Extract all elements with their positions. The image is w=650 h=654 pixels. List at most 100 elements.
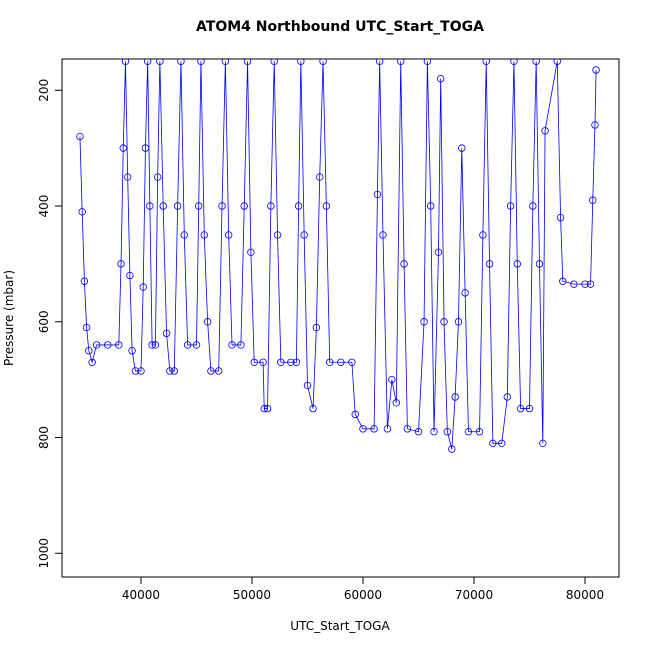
data-point — [427, 202, 435, 210]
data-point — [292, 358, 301, 366]
data-point — [448, 445, 456, 453]
data-point — [156, 59, 164, 66]
data-point — [221, 59, 230, 66]
data-point — [180, 231, 188, 239]
data-point — [589, 196, 597, 204]
data-point — [586, 280, 595, 288]
y-tick-label: 800 — [37, 426, 51, 449]
data-point — [383, 425, 392, 433]
data-point — [237, 341, 245, 349]
data-point — [76, 132, 84, 141]
data-point — [300, 231, 308, 239]
data-point — [153, 173, 162, 181]
data-point — [581, 280, 589, 288]
data-point — [173, 202, 182, 210]
y-tick-label: 400 — [37, 195, 51, 218]
data-point — [270, 59, 278, 66]
x-axis-label: UTC_Start_TOGA — [290, 619, 390, 633]
data-point — [82, 323, 91, 332]
x-tick-label: 40000 — [122, 588, 160, 602]
data-point — [370, 425, 378, 433]
data-point — [294, 202, 303, 210]
data-point — [78, 208, 86, 216]
data-point — [183, 341, 192, 349]
data-point — [482, 59, 490, 66]
plot-area — [76, 59, 600, 453]
data-point — [177, 59, 185, 66]
data-point — [80, 277, 89, 285]
data-point — [570, 280, 578, 288]
data-point — [475, 428, 484, 436]
data-point — [454, 318, 463, 326]
plot-box — [61, 58, 620, 578]
data-point — [535, 260, 544, 268]
data-point — [123, 173, 132, 181]
data-point — [532, 59, 540, 66]
data-point — [525, 404, 534, 413]
data-point — [513, 260, 521, 268]
data-point — [92, 341, 101, 349]
data-point — [375, 59, 384, 66]
data-point — [159, 202, 167, 210]
x-tick-label: 60000 — [344, 588, 382, 602]
data-point — [510, 59, 518, 66]
x-tick-label: 80000 — [566, 588, 604, 602]
data-point — [351, 410, 359, 419]
data-point — [143, 59, 152, 66]
data-point — [203, 318, 212, 326]
data-point — [273, 231, 282, 239]
data-point — [430, 428, 438, 436]
data-point — [485, 260, 494, 268]
data-point — [451, 393, 459, 401]
data-point — [115, 341, 123, 349]
data-point — [228, 341, 236, 349]
y-tick-label: 200 — [37, 79, 51, 102]
data-point — [166, 367, 174, 375]
data-point — [397, 59, 405, 66]
data-point — [489, 439, 497, 448]
data-point — [464, 428, 473, 436]
data-point — [267, 202, 275, 210]
data-point — [461, 289, 469, 297]
data-point — [541, 127, 549, 135]
data-point — [506, 202, 515, 210]
data-point — [503, 393, 512, 401]
data-point — [403, 425, 412, 433]
chart-title: ATOM4 Northbound UTC_Start_TOGA — [196, 19, 484, 35]
data-point — [434, 248, 443, 257]
data-point — [214, 367, 223, 375]
data-point — [303, 381, 312, 390]
data-point — [498, 439, 506, 448]
data-point — [388, 375, 396, 384]
data-point — [151, 341, 160, 349]
data-point — [117, 260, 125, 268]
data-point — [128, 347, 136, 355]
data-point — [325, 358, 334, 366]
data-point — [443, 428, 452, 436]
data-point — [139, 283, 147, 291]
data-point — [218, 202, 226, 210]
y-tick-label: 600 — [37, 310, 51, 333]
data-point — [207, 367, 215, 375]
x-tick-label: 50000 — [233, 588, 271, 602]
data-point — [197, 59, 205, 66]
data-point — [240, 202, 248, 210]
data-point — [263, 404, 272, 413]
data-point — [592, 66, 600, 74]
data-point — [458, 144, 466, 152]
data-point — [440, 318, 448, 326]
data-point — [121, 59, 130, 66]
data-point — [119, 144, 127, 152]
data-point — [591, 121, 599, 129]
data-point — [297, 59, 305, 66]
data-point — [556, 213, 565, 222]
data-point — [162, 329, 171, 338]
data-point — [420, 318, 428, 326]
data-point — [200, 231, 208, 239]
data-point — [137, 367, 145, 375]
data-point — [195, 202, 203, 210]
data-point — [539, 439, 547, 448]
data-point — [277, 358, 285, 366]
